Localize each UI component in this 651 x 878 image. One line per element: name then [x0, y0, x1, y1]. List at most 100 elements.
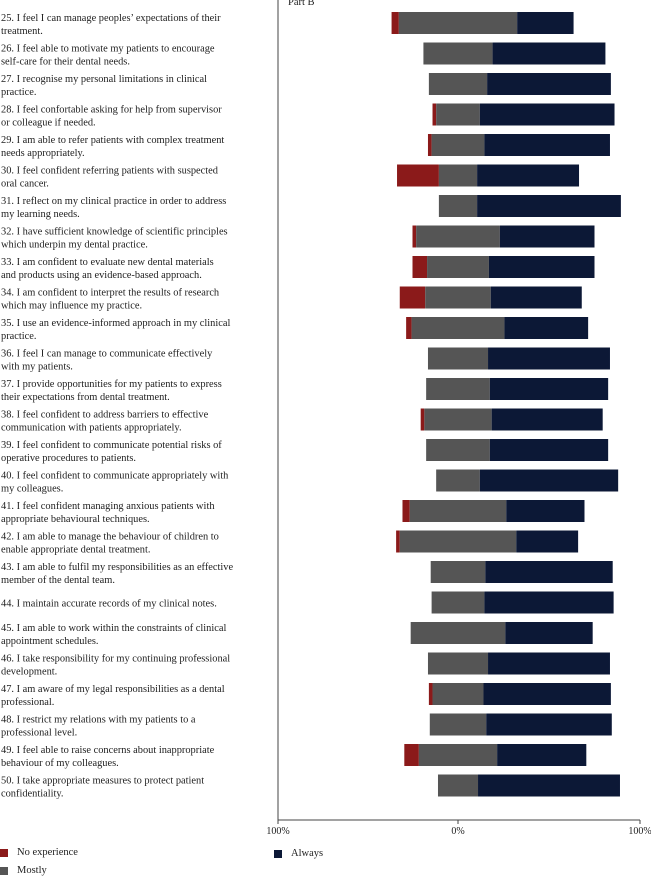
bar-mostly — [429, 713, 487, 736]
bar-always — [490, 286, 582, 309]
bar-always — [489, 378, 609, 400]
bar-always — [497, 744, 587, 766]
bar-always — [488, 256, 595, 278]
bar-always — [485, 561, 613, 583]
category-label: 44. I maintain accurate records of my cl… — [1, 599, 217, 610]
category-label: 45. I am able to work within the constra… — [1, 623, 226, 647]
bar-always — [486, 713, 612, 736]
bar-always — [491, 408, 603, 431]
category-label: 34. I am confident to interpret the resu… — [1, 288, 220, 312]
bar-mostly — [398, 12, 518, 34]
bar-mostly — [418, 744, 498, 766]
bar-always — [477, 195, 621, 217]
bar-no-experience — [406, 317, 412, 339]
bar-mostly — [427, 256, 489, 278]
category-label: 37. I provide opportunities for my patie… — [1, 379, 222, 403]
bar-mostly — [416, 225, 500, 248]
legend-item-no-experience: No experience — [0, 847, 78, 858]
bar-always — [479, 103, 615, 126]
category-label: 31. I reflect on my clinical practice in… — [1, 196, 226, 220]
category-label: 46. I take responsibility for my continu… — [1, 654, 230, 678]
bar-mostly — [430, 561, 486, 583]
legend-label-mostly: Mostly — [17, 865, 47, 876]
category-label: 29. I am able to refer patients with com… — [1, 135, 224, 159]
bar-no-experience — [404, 744, 419, 766]
bar-mostly — [428, 73, 488, 95]
legend-item-always: Always — [274, 848, 323, 859]
category-label: 25. I feel I can manage peoples’ expecta… — [1, 13, 221, 37]
bar-always — [484, 591, 614, 614]
bar-mostly — [436, 103, 480, 126]
category-label: 36. I feel I can manage to communicate e… — [1, 349, 213, 373]
bar-mostly — [423, 42, 493, 65]
category-label: 30. I feel confident referring patients … — [1, 166, 219, 190]
category-label: 26. I feel able to motivate my patients … — [1, 44, 215, 68]
bar-mostly — [431, 591, 485, 614]
bar-no-experience — [396, 530, 400, 553]
category-label: 27. I recognise my personal limitations … — [1, 74, 207, 98]
bar-always — [477, 164, 580, 187]
bar-mostly — [424, 408, 492, 431]
bar-no-experience — [420, 408, 425, 431]
bar-always — [516, 530, 579, 553]
category-label: 32. I have sufficient knowledge of scien… — [1, 227, 228, 251]
bar-mostly — [432, 683, 484, 705]
bar-no-experience — [432, 103, 437, 126]
category-label: 48. I restrict my relations with my pati… — [1, 715, 196, 739]
bar-always — [504, 317, 589, 339]
bar-always — [499, 225, 595, 248]
x-tick-label: 100% — [266, 826, 289, 837]
bar-mostly — [431, 134, 485, 156]
category-label: 50. I take appropriate measures to prote… — [1, 776, 204, 800]
bar-no-experience — [412, 225, 417, 248]
category-label: 33. I am confident to evaluate new denta… — [1, 257, 214, 281]
bar-always — [517, 12, 574, 34]
chart-title: Part B — [288, 0, 315, 8]
bar-mostly — [409, 500, 507, 522]
legend-swatch-mostly — [0, 866, 8, 875]
bar-no-experience — [427, 134, 432, 156]
bar-mostly — [427, 652, 489, 675]
legend-label-no-experience: No experience — [17, 847, 78, 858]
category-label: 40. I feel confident to communicate appr… — [1, 471, 229, 495]
bar-no-experience — [412, 256, 428, 278]
bar-always — [492, 42, 606, 65]
bar-no-experience — [397, 164, 439, 187]
legend-label-always: Always — [291, 848, 324, 859]
category-label: 42. I am able to manage the behaviour of… — [1, 532, 219, 556]
bar-mostly — [438, 164, 478, 187]
bar-no-experience — [402, 500, 410, 522]
category-label: 49. I feel able to raise concerns about … — [1, 745, 215, 769]
x-tick-label: 0% — [451, 826, 464, 837]
category-label: 28. I feel confortable asking for help f… — [1, 105, 222, 129]
bar-no-experience — [428, 683, 433, 705]
category-label: 39. I feel confident to communicate pote… — [1, 440, 222, 464]
bar-mostly — [410, 622, 506, 644]
category-label: 43. I am able to fulfil my responsibilit… — [1, 562, 233, 586]
category-label: 41. I feel confident managing anxious pa… — [1, 501, 215, 525]
x-tick-label: 100% — [628, 826, 651, 837]
bar-always — [483, 683, 611, 705]
bar-mostly — [425, 286, 491, 309]
category-label: 47. I am aware of my legal responsibilit… — [1, 684, 225, 708]
bar-mostly — [426, 378, 490, 400]
bar-mostly — [399, 530, 517, 553]
bar-mostly — [436, 469, 480, 492]
bar-always — [505, 622, 593, 644]
legend-swatch-always — [274, 849, 282, 858]
bar-always — [488, 347, 610, 370]
bar-always — [478, 774, 620, 797]
bar-always — [487, 73, 611, 95]
bar-always — [479, 469, 619, 492]
category-label: 38. I feel confident to address barriers… — [1, 410, 209, 434]
bar-mostly — [411, 317, 505, 339]
bar-always — [488, 652, 610, 675]
bar-no-experience — [399, 286, 426, 309]
bar-mostly — [427, 347, 489, 370]
bar-mostly — [426, 439, 490, 461]
legend-item-mostly: Mostly — [0, 865, 47, 876]
bar-mostly — [437, 774, 479, 797]
bar-always — [489, 439, 609, 461]
legend-swatch-no-experience — [0, 848, 8, 857]
